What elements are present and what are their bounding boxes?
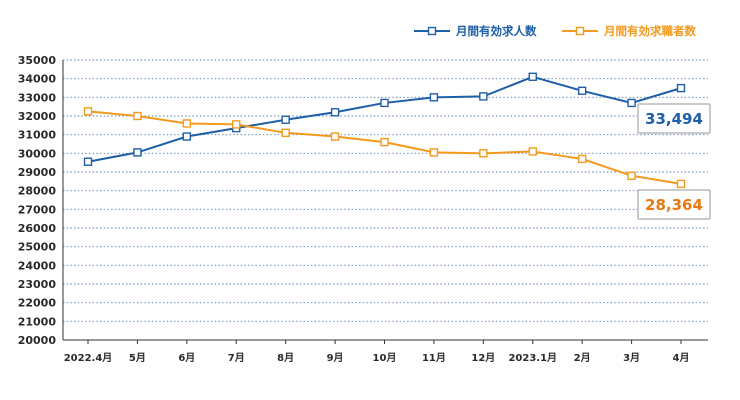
series-line-1 (87, 75, 682, 163)
callout-value: 28,364 (645, 196, 703, 214)
y-tick-label: 25000 (18, 241, 57, 254)
data-point (577, 154, 587, 164)
data-point (83, 107, 93, 116)
data-point (429, 148, 439, 157)
y-tick-label: 21000 (18, 315, 57, 328)
data-point (232, 120, 241, 129)
x-tick-label: 7月 (228, 352, 245, 364)
data-point (380, 137, 389, 147)
data-point (429, 93, 439, 102)
data-point (627, 98, 636, 108)
x-axis-ticks: 2022.4月 5月 6月 7月 8月 9月 10月 11月 12月 2023.1月 2月 3月 4月 (64, 340, 690, 364)
data-point (182, 132, 192, 141)
data-point (380, 98, 389, 108)
data-point (676, 179, 686, 189)
x-tick-label: 2023.1月 (508, 352, 557, 364)
x-tick-label: 6月 (178, 352, 195, 364)
x-tick-label: 11月 (422, 352, 446, 364)
y-tick-label: 35000 (18, 54, 57, 67)
y-tick-label: 32000 (18, 110, 57, 123)
data-point (627, 171, 636, 180)
series-lines (83, 72, 686, 189)
y-tick-label: 28000 (18, 185, 57, 198)
x-tick-label: 2022.4月 (64, 352, 113, 364)
value-callouts: 33,494 28,364 (637, 103, 711, 220)
y-tick-label: 23000 (18, 278, 57, 291)
x-tick-label: 4月 (673, 352, 690, 364)
x-tick-label: 10月 (373, 352, 397, 364)
legend-label: 月間有効求職者数 (603, 24, 696, 38)
data-point (479, 149, 488, 158)
y-tick-label: 24000 (18, 259, 57, 272)
data-point (676, 83, 686, 93)
series-line-2 (87, 110, 682, 185)
data-point (330, 132, 340, 141)
legend-marker (575, 26, 585, 36)
x-tick-label: 2月 (574, 352, 591, 364)
y-tick-label: 27000 (18, 203, 57, 216)
x-tick-label: 3月 (623, 352, 640, 364)
y-tick-label: 31000 (18, 129, 57, 142)
data-point (330, 108, 340, 117)
y-tick-label: 34000 (18, 73, 57, 86)
callout-box (637, 189, 711, 220)
x-tick-label: 9月 (327, 352, 344, 364)
grid-lines (62, 59, 708, 341)
data-point (281, 115, 290, 124)
y-tick-label: 22000 (18, 297, 57, 310)
y-tick-label: 29000 (18, 166, 57, 179)
data-point (83, 157, 93, 166)
y-tick-label: 20000 (18, 334, 57, 347)
x-tick-label: 12月 (471, 352, 495, 364)
data-point (577, 86, 587, 96)
y-axis-ticks: 20000 21000 22000 23000 24000 25000 26000 27000… (18, 54, 57, 347)
callout-box (637, 103, 711, 134)
x-tick-label: 8月 (277, 352, 294, 364)
x-tick-label: 5月 (129, 352, 146, 364)
legend-label: 月間有効求人数 (455, 24, 537, 38)
legend: 月間有効求人数 月間有効求職者数 (414, 24, 696, 38)
data-point (528, 72, 537, 82)
y-tick-label: 26000 (18, 222, 57, 235)
callout-value: 33,494 (645, 110, 703, 128)
data-point (133, 111, 142, 121)
legend-marker (427, 26, 437, 36)
data-point (528, 147, 537, 156)
data-point (479, 92, 488, 101)
data-point (133, 148, 142, 157)
y-tick-label: 30000 (18, 147, 57, 160)
data-point (281, 128, 290, 138)
data-point (182, 119, 192, 128)
y-tick-label: 33000 (18, 91, 57, 104)
